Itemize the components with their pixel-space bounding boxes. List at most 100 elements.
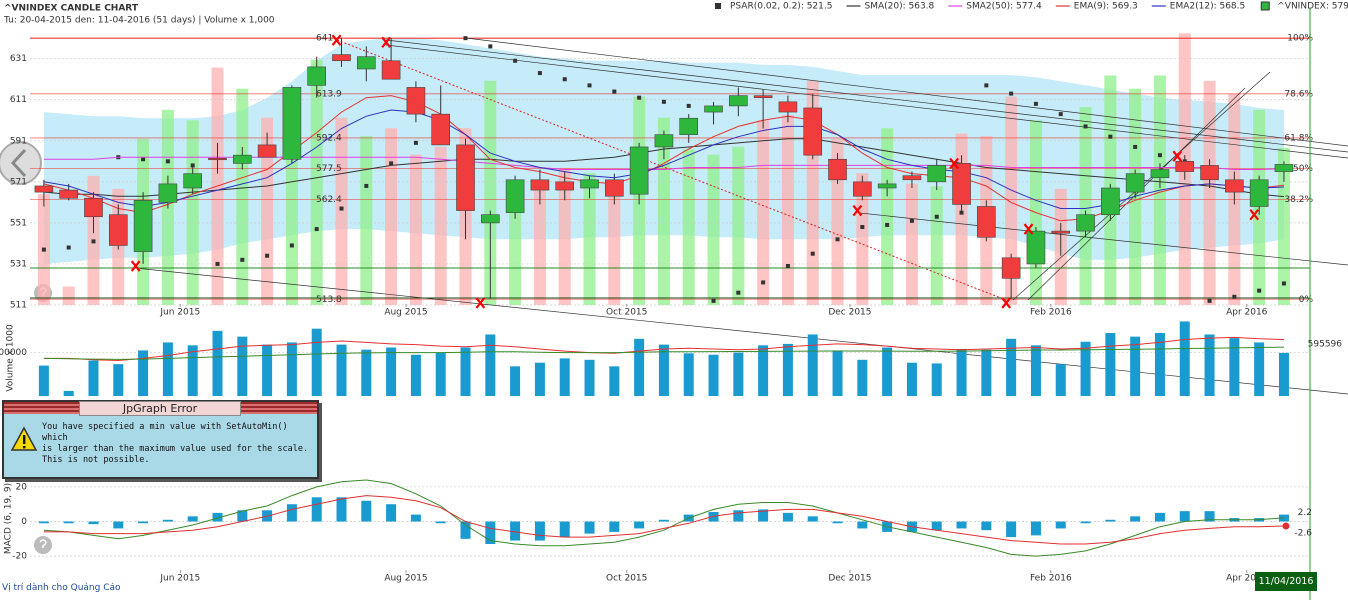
y-tick-label: 631 <box>10 54 27 64</box>
zigzag-mark <box>1023 223 1034 235</box>
psar-dot <box>711 298 716 303</box>
fib-pct-label: 61.8% <box>1284 133 1313 143</box>
volume-bar <box>658 344 669 396</box>
candle-body <box>481 214 500 224</box>
help-icon[interactable] <box>34 536 52 554</box>
volume-bg-bar <box>62 286 75 305</box>
legend-label: EMA2(12): 568.5 <box>1170 2 1245 12</box>
candle-body <box>828 158 847 181</box>
legend-marker <box>1260 1 1270 11</box>
volume-bar <box>1030 345 1041 396</box>
candle-body <box>232 154 252 164</box>
candle-body <box>1249 179 1269 207</box>
candle-body <box>902 175 922 181</box>
y-tick-label: 591 <box>10 136 27 146</box>
candle-body <box>1200 165 1219 181</box>
candle-body <box>1051 230 1071 234</box>
x-tick-label: Oct 2015 <box>606 308 647 318</box>
volume-bg-bar <box>509 196 522 305</box>
candle-body <box>307 66 327 86</box>
volume-bg-bar <box>856 173 869 305</box>
macd-histogram-bar <box>386 504 397 522</box>
zigzag-mark <box>1001 297 1012 309</box>
fib-pct-label: 0% <box>1299 295 1314 305</box>
candle-body <box>530 179 550 191</box>
psar-dot <box>265 253 270 258</box>
y-tick-label: 600000 <box>0 348 27 358</box>
ad-placeholder[interactable]: Vị trí dành cho Quảng Cáo <box>2 583 121 593</box>
date-box: 11/04/2016 <box>1255 572 1317 591</box>
volume-bg-bar <box>558 167 571 305</box>
macd-histogram-bar <box>1154 512 1165 522</box>
volume-bar <box>956 348 967 396</box>
volume-bar <box>162 342 173 396</box>
candle-body <box>1150 169 1170 179</box>
psar-dot <box>364 183 369 188</box>
x-tick-label: Aug 2015 <box>384 308 427 318</box>
psar-dot <box>463 36 468 41</box>
last-point <box>1282 522 1290 530</box>
psar-dot <box>215 261 220 266</box>
psar-dot <box>413 140 418 145</box>
volume-bg-bar <box>186 120 199 305</box>
x-tick-label: Apr 2016 <box>1226 574 1268 584</box>
volume-bg-bar <box>484 80 497 305</box>
indicator-line <box>43 109 1285 209</box>
macd-histogram-bar <box>733 510 744 522</box>
psar-dot <box>66 245 71 250</box>
volume-bar <box>1080 341 1091 396</box>
volume-bar <box>336 344 347 396</box>
psar-dot <box>339 206 344 211</box>
macd-histogram-bar <box>410 514 421 522</box>
volume-bar <box>485 334 496 396</box>
macd-histogram-bar <box>634 521 645 529</box>
volume-bg-bar <box>360 136 373 305</box>
macd-histogram-bar <box>658 519 669 522</box>
macd-histogram-bar <box>1080 521 1091 524</box>
zigzag-mark <box>1172 150 1183 162</box>
volume-bar <box>262 344 273 396</box>
volume-bg-bar <box>682 149 695 305</box>
volume-bar <box>1154 333 1165 396</box>
macd-histogram-bar <box>832 521 843 524</box>
prev-button[interactable] <box>0 141 42 185</box>
y-tick-label: 531 <box>10 259 27 269</box>
candle-body <box>505 179 525 213</box>
psar-dot <box>934 214 939 219</box>
x-tick-label: Jun 2015 <box>159 308 200 318</box>
volume-bar <box>1006 338 1017 396</box>
psar-dot <box>141 157 146 162</box>
psar-dot <box>1133 144 1138 149</box>
volume-bar <box>386 347 397 396</box>
psar-dot <box>637 95 642 100</box>
candle-body <box>108 214 128 246</box>
x-tick-label: Feb 2016 <box>1030 574 1072 584</box>
candle-body <box>1101 187 1120 215</box>
volume-bar <box>237 336 248 396</box>
psar-dot <box>1009 91 1014 96</box>
volume-bg-bar <box>434 146 447 305</box>
zigzag-mark <box>381 36 392 48</box>
candle-body <box>1076 214 1095 232</box>
candle-body <box>381 60 401 80</box>
volume-bar <box>634 338 645 396</box>
candle-body <box>679 117 699 135</box>
x-tick-label: Jun 2015 <box>159 574 200 584</box>
volume-bg-bar <box>930 186 943 305</box>
error-title: JpGraph Error <box>79 401 241 416</box>
macd-histogram-bar <box>510 521 521 541</box>
macd-histogram-bar <box>931 521 942 531</box>
fib-value-label: 641 <box>316 34 333 44</box>
candle-body <box>1175 161 1195 172</box>
psar-dot <box>562 77 567 82</box>
volume-bar <box>584 359 595 396</box>
volume-bar <box>832 350 843 396</box>
candle-body <box>778 101 798 113</box>
zigzag-mark <box>949 157 959 170</box>
volume-bar <box>708 354 719 396</box>
volume-ma-line <box>43 336 1285 362</box>
volume-bar <box>510 366 521 396</box>
psar-dot <box>1232 294 1237 299</box>
volume-bar <box>187 345 198 396</box>
